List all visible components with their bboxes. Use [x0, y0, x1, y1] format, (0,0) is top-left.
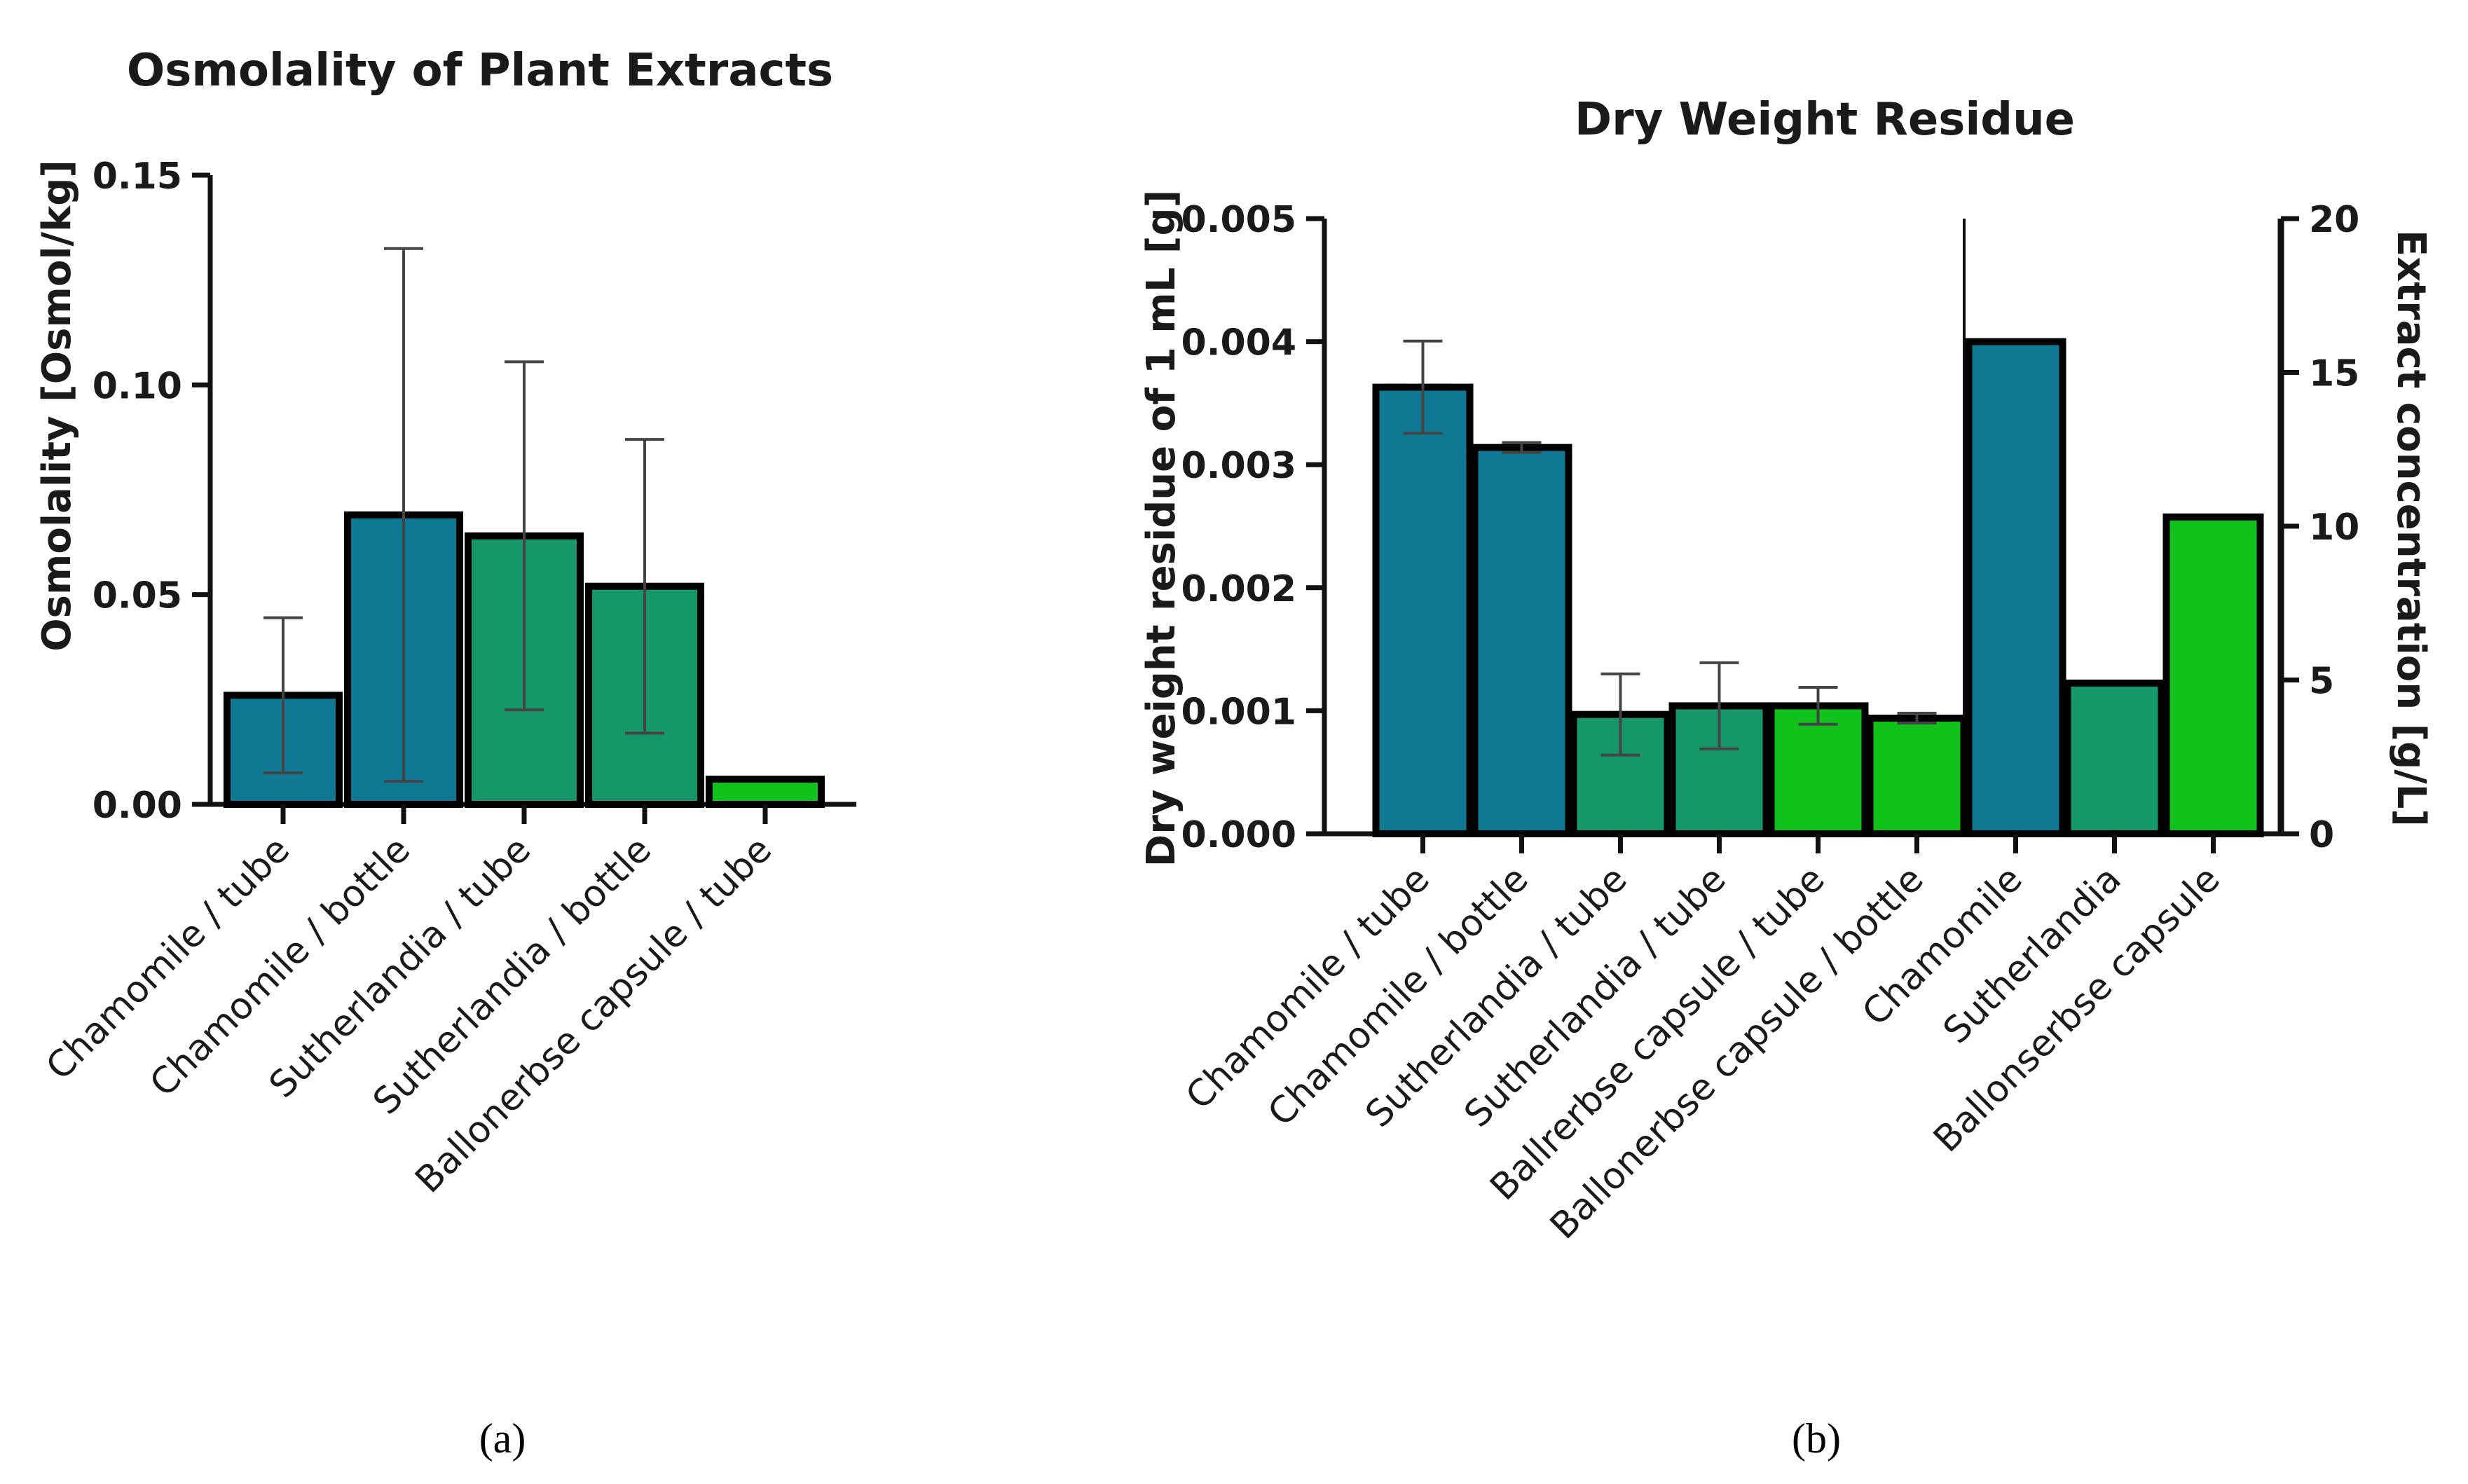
chart-a-ylabel: Osmolality [Osmol/kg]: [34, 160, 80, 652]
bar: [1372, 383, 1474, 837]
chart-b-ylabel: Dry weight residue of 1 mL [g]: [1139, 190, 1184, 867]
y-tick-label: 0.05: [92, 575, 182, 617]
y-tick-label: 0.15: [92, 156, 182, 198]
y2-tick-label: 0: [2309, 814, 2334, 856]
chart-a-bars: [224, 247, 825, 809]
panel-label-b: (b): [1792, 1415, 1841, 1462]
bar: [706, 776, 825, 808]
y-tick-label: 0.00: [92, 785, 182, 827]
x-category-label: Sutherlandia: [1935, 858, 2130, 1052]
y-tick-label: 0.004: [1181, 322, 1296, 364]
y-tick-label: 0.10: [92, 365, 182, 407]
y-tick-label: 0.001: [1181, 691, 1296, 733]
chart-b-bars: [1372, 338, 2264, 838]
y-tick-label: 0.003: [1181, 445, 1296, 487]
chart-b-y2-ticks: 0 5 10 15 20: [2281, 199, 2359, 856]
bar: [2162, 513, 2264, 838]
chart-b-y-ticks: 0.000 0.001 0.002 0.003 0.004 0.005: [1181, 199, 1324, 856]
chart-a-y-ticks: 0.00 0.05 0.10 0.15: [92, 156, 210, 827]
panel-label-a: (a): [479, 1415, 526, 1462]
y-tick-label: 0.000: [1181, 814, 1296, 856]
bar: [1866, 714, 1968, 838]
y-tick-label: 0.002: [1181, 568, 1296, 610]
y2-tick-label: 5: [2309, 661, 2334, 703]
y-tick-label: 0.005: [1181, 199, 1296, 241]
chart-a-title: Osmolality of Plant Extracts: [127, 45, 833, 97]
y2-tick-label: 15: [2309, 353, 2359, 395]
chart-b-y2label: Extract concentration [g/L]: [2388, 230, 2434, 827]
bar: [2064, 679, 2165, 838]
y2-tick-label: 10: [2309, 507, 2359, 549]
bar: [1471, 444, 1572, 837]
chart-panel-b: Dry Weight Residue Dry weight residue of…: [1139, 94, 2434, 1462]
y2-tick-label: 20: [2309, 199, 2359, 241]
chart-panel-a: Osmolality of Plant Extracts Osmolality …: [34, 45, 856, 1462]
chart-b-title: Dry Weight Residue: [1575, 94, 2075, 146]
bar: [1965, 338, 2066, 838]
